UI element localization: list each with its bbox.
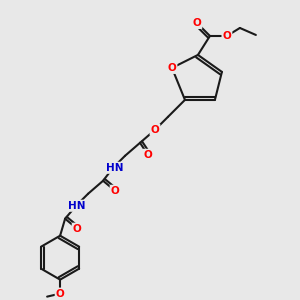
- Text: O: O: [151, 125, 159, 135]
- Text: O: O: [223, 31, 231, 41]
- Text: O: O: [56, 289, 64, 298]
- Text: O: O: [193, 18, 201, 28]
- Text: O: O: [111, 186, 119, 196]
- Text: O: O: [144, 150, 152, 160]
- Text: HN: HN: [106, 163, 124, 173]
- Text: O: O: [73, 224, 82, 234]
- Text: HN: HN: [68, 201, 86, 211]
- Text: O: O: [168, 63, 176, 73]
